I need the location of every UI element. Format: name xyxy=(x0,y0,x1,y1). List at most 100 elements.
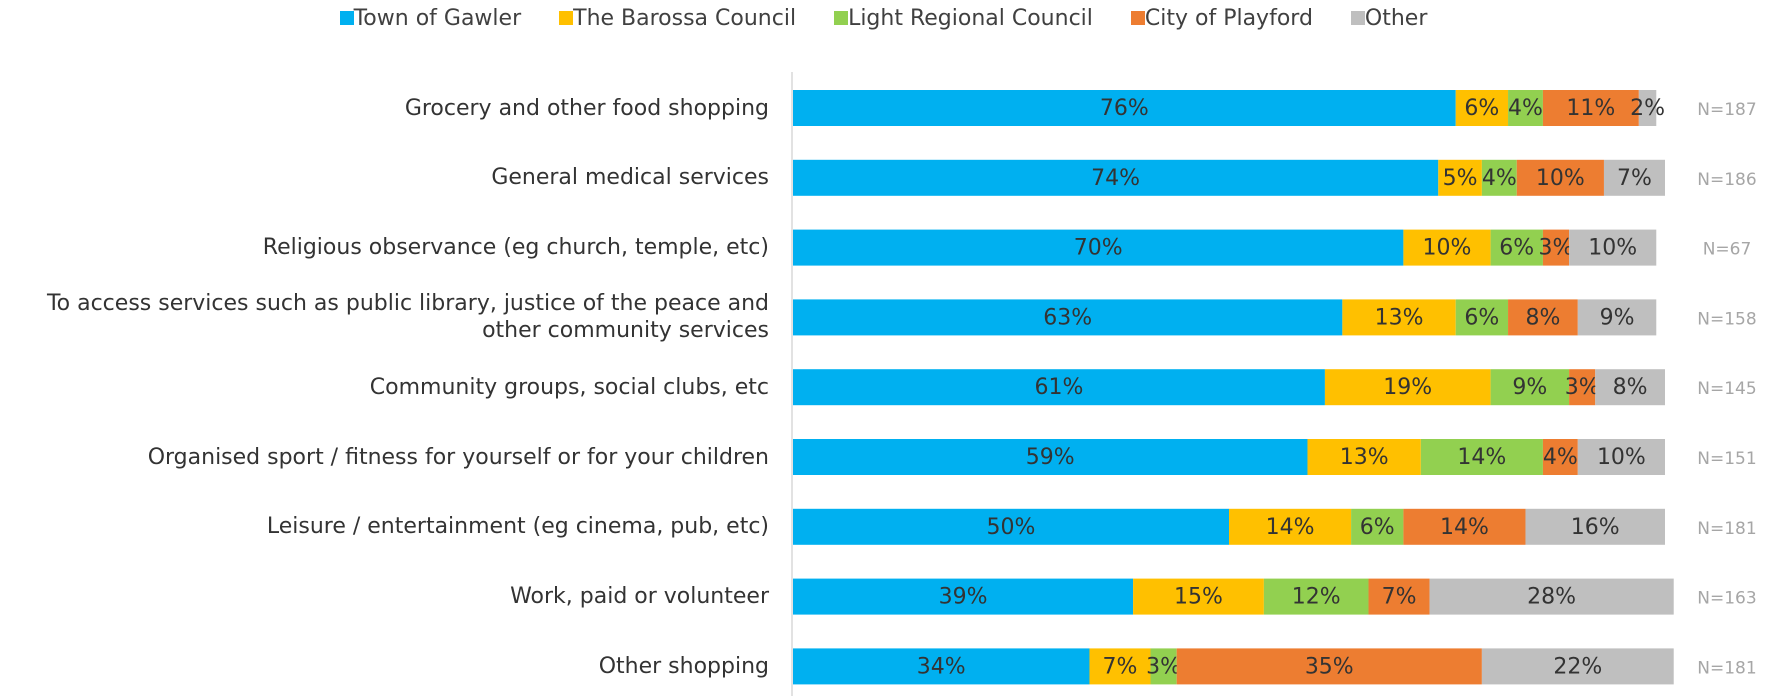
n-label: N=163 xyxy=(1697,589,1756,609)
bar-segment xyxy=(1089,648,1151,685)
bar-segment xyxy=(1516,159,1604,196)
bar-segment xyxy=(1263,578,1369,615)
data-label: 6% xyxy=(1499,236,1534,261)
bar-segment xyxy=(1638,90,1657,126)
data-label: 7% xyxy=(1382,585,1417,610)
bar-segment xyxy=(1176,648,1482,685)
bar-segment xyxy=(1595,369,1665,406)
data-label: 3% xyxy=(1565,375,1600,400)
legend-swatch xyxy=(559,11,574,25)
category-label: Other shopping xyxy=(598,653,769,679)
bar-segment xyxy=(1481,159,1517,196)
data-label: 22% xyxy=(1553,654,1602,679)
bar-segment xyxy=(1150,648,1177,685)
bar-segment xyxy=(793,578,1134,615)
data-label: 4% xyxy=(1508,96,1543,121)
bar-segment xyxy=(1603,159,1665,196)
n-label: N=151 xyxy=(1697,449,1756,469)
data-label: 59% xyxy=(1026,445,1075,470)
data-label: 28% xyxy=(1527,585,1576,610)
bar-segment xyxy=(1429,578,1674,615)
data-label: 34% xyxy=(917,654,966,679)
data-label: 15% xyxy=(1174,585,1223,610)
bar-segment xyxy=(1438,159,1482,196)
bar-segment xyxy=(1342,299,1456,336)
legend-item: The Barossa Council xyxy=(559,6,796,31)
bar-segment xyxy=(793,299,1343,336)
bar-segment xyxy=(793,159,1439,196)
legend-label: Town of Gawler xyxy=(353,6,522,31)
data-label: 14% xyxy=(1457,445,1506,470)
n-label: N=158 xyxy=(1697,309,1756,329)
data-label: 14% xyxy=(1440,515,1489,540)
bar-segment xyxy=(1577,439,1665,475)
bar-segment xyxy=(793,508,1229,545)
bar-segment xyxy=(1490,369,1570,406)
data-label: 9% xyxy=(1600,305,1635,330)
data-label: 3% xyxy=(1539,236,1574,261)
bar-segment xyxy=(1508,299,1578,336)
data-label: 11% xyxy=(1566,96,1615,121)
data-label: 13% xyxy=(1375,305,1424,330)
bar-segment xyxy=(1420,439,1543,475)
bar-segment xyxy=(1542,439,1578,475)
category-label: General medical services xyxy=(491,165,769,191)
legend-swatch xyxy=(1130,11,1145,25)
legend-label: Other xyxy=(1364,6,1428,31)
data-label: 10% xyxy=(1597,445,1646,470)
bar-segment xyxy=(1307,439,1421,475)
data-label: 39% xyxy=(939,585,988,610)
legend-item: Other xyxy=(1350,6,1428,31)
data-label: 5% xyxy=(1443,166,1478,191)
data-label: 9% xyxy=(1512,375,1547,400)
data-label: 3% xyxy=(1146,654,1181,679)
legend-item: Town of Gawler xyxy=(339,6,522,31)
legend-label: Light Regional Council xyxy=(848,6,1093,31)
data-label: 7% xyxy=(1103,654,1138,679)
data-label: 8% xyxy=(1525,305,1560,330)
data-label: 4% xyxy=(1543,445,1578,470)
n-label: N=187 xyxy=(1697,100,1756,120)
legend-swatch xyxy=(1350,11,1365,25)
bar-segment xyxy=(1508,90,1543,126)
bar-segment xyxy=(1229,508,1352,545)
n-label: N=67 xyxy=(1703,240,1752,260)
bar-segment xyxy=(793,369,1325,406)
bar-segment xyxy=(1490,229,1543,266)
legend-label: City of Playford xyxy=(1144,6,1313,31)
data-label: 13% xyxy=(1340,445,1389,470)
bar-segment xyxy=(793,90,1456,126)
legend-item: City of Playford xyxy=(1130,6,1313,31)
bar-segment xyxy=(1324,369,1491,406)
legend: Town of Gawler The Barossa Council Light R… xyxy=(0,6,1767,31)
data-label: 35% xyxy=(1305,654,1354,679)
legend-swatch xyxy=(339,11,354,25)
n-label: N=181 xyxy=(1697,658,1756,678)
data-label: 6% xyxy=(1464,96,1499,121)
n-label: N=181 xyxy=(1697,519,1756,539)
data-label: 70% xyxy=(1074,236,1123,261)
bar-segment xyxy=(793,439,1308,475)
bar-segment xyxy=(1133,578,1264,615)
data-label: 12% xyxy=(1292,585,1341,610)
data-label: 16% xyxy=(1571,515,1620,540)
bar-segment xyxy=(1542,229,1570,266)
bar-segment xyxy=(793,648,1090,685)
data-label: 6% xyxy=(1464,305,1499,330)
data-label: 10% xyxy=(1588,236,1637,261)
bar-segment xyxy=(1403,508,1526,545)
legend-label: The Barossa Council xyxy=(573,6,797,31)
data-label: 7% xyxy=(1617,166,1652,191)
bar-segment xyxy=(1403,229,1491,266)
category-label: Grocery and other food shopping xyxy=(404,95,769,121)
bar-segment xyxy=(1542,90,1639,126)
bar-segment xyxy=(1455,90,1509,126)
bar-segment xyxy=(1351,508,1404,545)
data-label: 14% xyxy=(1266,515,1315,540)
data-label: 19% xyxy=(1383,375,1432,400)
bar-segment xyxy=(1455,299,1509,336)
bar-segment xyxy=(1368,578,1430,615)
legend-swatch xyxy=(834,11,849,25)
bar-segment xyxy=(1569,229,1657,266)
data-label: 6% xyxy=(1360,515,1395,540)
